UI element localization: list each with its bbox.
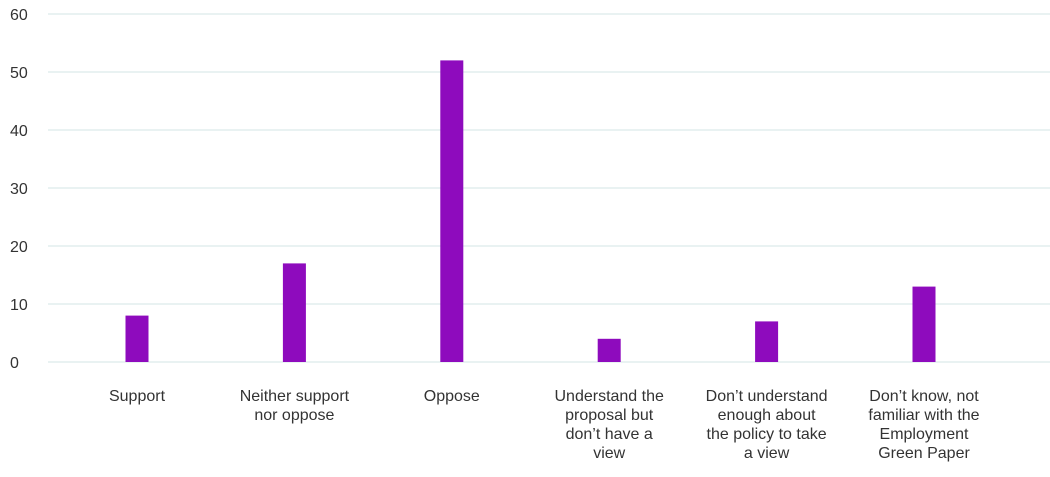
x-axis-category-labels: Support Neither support nor oppose Oppose Un… [109, 388, 980, 462]
x-category-label-line: Green Paper [878, 445, 970, 462]
x-category-label-line: Support [109, 388, 166, 405]
y-tick-label: 60 [10, 7, 28, 24]
bar [912, 286, 936, 362]
bar [282, 263, 306, 362]
x-category-label-line: a view [744, 445, 790, 462]
y-tick-label: 50 [10, 65, 28, 82]
bar [440, 60, 464, 363]
x-category-label-line: don’t have a [566, 426, 653, 443]
y-axis-tick-labels: 0 10 20 30 40 50 60 [10, 7, 28, 372]
x-category-label: Neither support nor oppose [240, 388, 350, 424]
bar [755, 321, 779, 362]
gridlines [48, 13, 1050, 363]
x-category-label: Understand the proposal but don’t have a vi… [554, 388, 664, 462]
x-category-label-line: proposal but [565, 407, 654, 424]
x-category-label-line: Don’t understand [706, 388, 828, 405]
x-category-label-line: familiar with the [868, 407, 979, 424]
bars [125, 60, 936, 363]
y-tick-label: 30 [10, 181, 28, 198]
x-category-label-line: Understand the [554, 388, 664, 405]
x-category-label-line: Neither support [240, 388, 350, 405]
x-category-label: Support [109, 388, 166, 405]
x-category-label-line: Oppose [424, 388, 480, 405]
bar [125, 315, 149, 362]
x-category-label-line: Don’t know, not [869, 388, 979, 405]
x-category-label: Oppose [424, 388, 480, 405]
bar [597, 338, 621, 362]
x-category-label: Don’t know, not familiar with the Employme… [868, 388, 979, 462]
x-category-label-line: the policy to take [707, 426, 827, 443]
x-category-label-line: view [593, 445, 625, 462]
y-tick-label: 10 [10, 297, 28, 314]
y-tick-label: 20 [10, 239, 28, 256]
x-category-label-line: nor oppose [254, 407, 334, 424]
y-tick-label: 0 [10, 355, 19, 372]
x-category-label-line: enough about [718, 407, 816, 424]
x-category-label-line: Employment [880, 426, 969, 443]
y-tick-label: 40 [10, 123, 28, 140]
x-category-label: Don’t understand enough about the policy t… [706, 388, 828, 462]
